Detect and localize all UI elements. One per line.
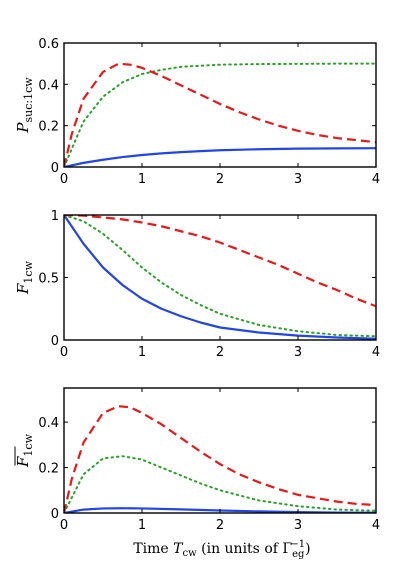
y-axis-label: F1cw: [14, 260, 35, 295]
x-tick-label: 4: [372, 518, 380, 533]
x-tick-label: 2: [216, 345, 224, 360]
plot-frame: [63, 387, 377, 514]
series-line-blue-solid: [64, 215, 376, 340]
x-tick-label: 3: [294, 345, 302, 360]
x-tick-label: 0: [60, 345, 68, 360]
panel-middle: 0 1 2 3 4 0 0.5 1 F1cw: [14, 209, 380, 360]
x-tick-label: 2: [216, 518, 224, 533]
y-tick-label: 0.4: [38, 416, 59, 431]
series-line-green-dotted: [64, 455, 376, 513]
y-tick-label: 0.6: [38, 37, 59, 52]
y-tick-label: 0.4: [38, 78, 59, 93]
y-tick-label: 0: [51, 334, 59, 349]
series-line-blue-solid: [64, 147, 376, 167]
y-tick-label: 0: [51, 507, 59, 522]
y-tick-label: 0.2: [38, 120, 59, 135]
series-line-blue-solid: [64, 507, 376, 513]
x-tick-label: 4: [372, 172, 380, 187]
x-tick-label: 0: [60, 518, 68, 533]
y-tick-label: 1: [51, 209, 59, 224]
x-axis-label: Time Tcw (in units of Γeg−1): [133, 539, 310, 560]
series-group: [64, 405, 376, 513]
x-tick-label: 0: [60, 172, 68, 187]
series-line-green-dotted: [64, 215, 376, 338]
x-tick-label: 3: [294, 518, 302, 533]
series-line-green-dotted: [64, 62, 376, 167]
series-line-red-dashed: [64, 215, 376, 308]
series-line-red-dashed: [64, 62, 376, 167]
series-group: [64, 62, 376, 167]
panel-top: 0 1 2 3 4 0 0.2 0.4 0.6 Psuc:1cw: [14, 37, 380, 187]
y-tick-label: 0.5: [38, 272, 59, 287]
x-tick-label: 2: [216, 172, 224, 187]
y-tick-label: 0: [51, 161, 59, 176]
plot-frame: [63, 214, 377, 341]
y-axis-label: F1cw: [14, 433, 35, 468]
y-axis-label: Psuc:1cw: [14, 77, 35, 134]
series-group: [64, 215, 376, 340]
x-tick-label: 4: [372, 345, 380, 360]
x-tick-label: 1: [138, 172, 146, 187]
x-tick-label: 1: [138, 518, 146, 533]
x-tick-label: 3: [294, 172, 302, 187]
x-tick-label: 1: [138, 345, 146, 360]
series-line-red-dashed: [64, 405, 376, 513]
y-tick-label: 0.2: [38, 462, 59, 477]
